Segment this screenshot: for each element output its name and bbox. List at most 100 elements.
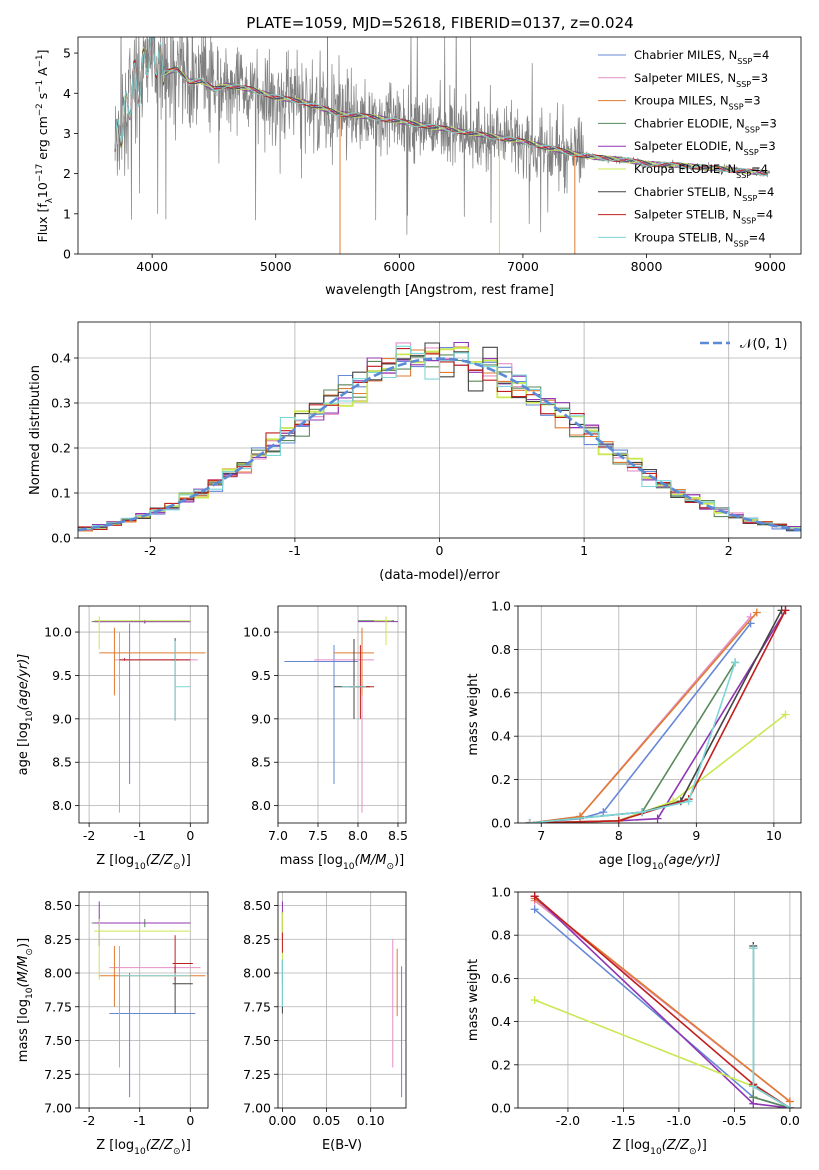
weight-marker [752,608,761,617]
plot-area [91,901,206,1098]
weight-marker [614,816,623,823]
mass-vs-ebv-panel: 0.00 0.05 0.10 7.00 7.25 7.50 7.75 8.00 8.25 8.50… [243,891,407,1153]
x-axis-label: Z [log10(Z/Z⊙)] [96,1138,191,1157]
weight-marker [749,944,758,953]
y-tick-label: 7.00 [44,1101,72,1116]
y-tick-label: 0.8 [491,928,511,943]
y-tick-label: 8.5 [251,755,271,770]
plot-frame [78,891,209,1109]
y-tick-label: 8.50 [243,898,271,913]
x-tick-label: 4000 [136,259,168,274]
histogram-steps [78,345,801,530]
legend-entry: Salpeter MILES, NSSP=3 [634,71,768,89]
y-tick-label: 8.25 [243,932,271,947]
mass-weight-vs-metallicity-panel: -2.0 -1.5 -1.0 -0.5 0.0 0.0 0.2 0.4 0.6 0.8 1.0 Z [… [466,885,802,1157]
y-axis-label: age [log10(age/yr)] [16,654,35,776]
plot-frame [517,891,802,1109]
y-axis-label: mass weight [466,959,481,1041]
x-tick-label: 0.10 [357,1113,385,1128]
y-tick-label: 5 [63,46,71,61]
x-tick-label: -1 [133,828,145,843]
x-tick-label: 0 [436,543,444,558]
mass-vs-metallicity-panel: -2 -1 0 7.00 7.25 7.50 7.75 8.00 8.25 8.50 Z [log1… [16,891,209,1157]
y-tick-label: 8.0 [52,798,72,813]
y-axis-label: Flux [fλ10−17 erg cm−2 s−1 A−1] [35,50,55,243]
gaussian-reference-line [78,357,801,532]
y-tick-label: 4 [63,86,71,101]
x-tick-label: 0.0 [780,1113,800,1128]
legend-entry: Chabrier ELODIE, NSSP=3 [634,116,777,133]
residual-histogram-panel: -2 -1 0 1 2 0.0 0.1 0.2 0.3 0.4 (data-model)/error… [28,321,802,583]
legend-entry: Chabrier MILES, NSSP=4 [634,48,769,66]
x-tick-label: -1 [289,543,301,558]
x-axis-label: mass [log10(M/M⊙)] [280,853,404,872]
x-tick-label: 1 [580,543,588,558]
y-tick-label: 7.75 [44,999,72,1014]
y-tick-label: 1 [63,206,71,221]
x-tick-label: 7.0 [268,828,288,843]
error-bar [119,973,191,978]
x-tick-label: 7 [537,828,545,843]
y-tick-label: 7.00 [243,1101,271,1116]
x-axis-label: Z [log10(Z/Z⊙)] [612,1138,707,1157]
weight-marker [731,658,740,667]
y-tick-label: 9.0 [251,711,271,726]
x-axis-label: E(B-V) [322,1138,362,1153]
legend-entry: 𝒩(0, 1) [740,337,787,352]
weight-marker [525,819,534,823]
weight-marker [599,808,608,817]
y-tick-label: 0.2 [51,441,71,456]
error-bar [94,616,191,650]
x-tick-label: 10 [766,828,782,843]
legend-entry: Kroupa MILES, NSSP=3 [634,94,761,112]
weight-marker [530,996,539,1004]
y-tick-label: 1.0 [491,885,511,900]
y-axis-label: mass weight [466,673,481,755]
weight-marker [576,812,585,821]
error-bar [172,935,193,980]
y-tick-label: 0.2 [491,772,511,787]
y-tick-label: 7.75 [243,999,271,1014]
x-tick-label: 8.5 [388,828,408,843]
y-tick-label: 10.0 [243,625,271,640]
x-tick-label: -2 [144,543,156,558]
age-vs-mass-panel: 7.0 7.5 8.0 8.5 8.0 8.5 9.0 9.5 10.0 mass [log10(… [243,605,408,872]
error-bar [119,658,191,661]
y-tick-label: 0.1 [51,486,71,501]
legend-entry: Kroupa ELODIE, NSSP=4 [634,162,768,180]
y-tick-label: 9.5 [52,668,72,683]
y-tick-label: 7.25 [243,1067,271,1082]
y-tick-label: 8.25 [44,932,72,947]
y-tick-label: 0.0 [491,1101,511,1116]
x-tick-label: 7000 [507,259,539,274]
x-tick-label: 8.0 [348,828,368,843]
error-bar [109,973,196,1098]
x-tick-label: 0 [186,1113,194,1128]
x-tick-label: 0 [186,828,194,843]
plot-area [525,606,790,823]
error-bar [174,640,191,721]
weight-series [525,658,740,823]
x-axis-label: wavelength [Angstrom, rest frame] [325,283,554,298]
error-bar [94,919,191,980]
weight-marker [684,797,693,806]
y-tick-label: 0.4 [51,351,71,366]
weight-marker [638,808,647,817]
x-tick-label: 6000 [383,259,415,274]
y-tick-label: 2 [63,166,71,181]
weight-marker [749,1099,758,1108]
plot-frame [277,605,407,824]
y-tick-label: 9.0 [52,711,72,726]
y-tick-label: 0.8 [491,642,511,657]
x-tick-label: 8 [615,828,623,843]
y-tick-label: 0.2 [491,1057,511,1072]
x-tick-label: 7.5 [308,828,328,843]
weight-line [529,662,736,823]
x-tick-label: -1 [133,1113,145,1128]
gridlines [79,606,208,823]
plot-area [78,341,801,532]
weight-marker [781,710,790,719]
y-axis-label: mass [log10(M/M⊙)] [16,938,35,1062]
age-vs-metallicity-panel: -2 -1 0 8.0 8.5 9.0 9.5 10.0 Z [log10(Z/Z⊙)] age … [16,605,209,872]
y-tick-label: 9.5 [251,668,271,683]
